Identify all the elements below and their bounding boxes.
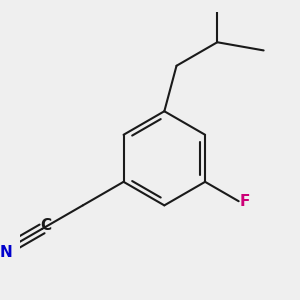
Text: C: C <box>40 218 51 233</box>
Text: N: N <box>0 245 12 260</box>
Text: F: F <box>240 194 250 209</box>
